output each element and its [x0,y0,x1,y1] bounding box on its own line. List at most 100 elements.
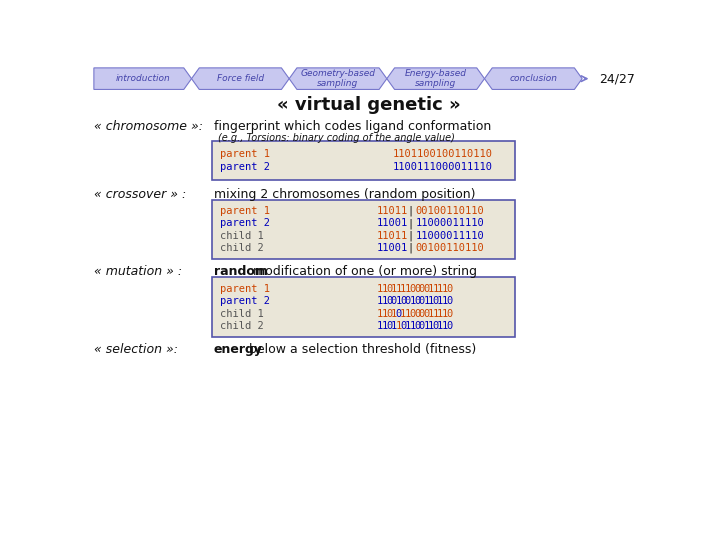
Text: 0: 0 [423,284,430,294]
Text: 24/27: 24/27 [599,72,635,85]
Text: 0: 0 [418,296,425,306]
Text: 1: 1 [382,296,387,306]
Text: below a selection threshold (fitness): below a selection threshold (fitness) [245,343,476,356]
Polygon shape [485,68,582,90]
Text: 00100110110: 00100110110 [415,243,485,253]
Text: Energy-based
sampling: Energy-based sampling [405,69,467,89]
Text: 0: 0 [446,296,453,306]
FancyBboxPatch shape [212,278,516,336]
Text: parent 1: parent 1 [220,149,270,159]
Text: 1: 1 [409,321,415,331]
Text: 0: 0 [386,284,392,294]
Text: parent 2: parent 2 [220,162,270,172]
Polygon shape [289,68,387,90]
Text: 1: 1 [382,308,387,319]
Text: |: | [408,206,414,217]
Text: 1: 1 [423,296,430,306]
Text: « virtual genetic »: « virtual genetic » [277,96,461,114]
Text: 0: 0 [418,308,425,319]
Text: 1: 1 [405,321,411,331]
Text: 1: 1 [437,296,444,306]
Text: 1101100100110110: 1101100100110110 [392,149,492,159]
Text: 1: 1 [433,284,438,294]
Text: « chromosome »:: « chromosome »: [94,120,203,133]
Text: 1: 1 [395,296,402,306]
Text: 11001: 11001 [377,243,408,253]
Text: 0: 0 [423,308,430,319]
Text: (e.g., Torsions: binary coding of the angle value): (e.g., Torsions: binary coding of the an… [218,133,455,143]
Text: parent 1: parent 1 [220,206,270,216]
Text: 0: 0 [433,296,438,306]
Text: 11001: 11001 [377,218,408,228]
Text: 1: 1 [442,296,448,306]
Text: 0: 0 [446,284,453,294]
Text: 1: 1 [400,308,406,319]
Text: 0: 0 [386,296,392,306]
Text: 1: 1 [377,284,383,294]
Text: 0: 0 [418,284,425,294]
Text: 1: 1 [437,321,444,331]
Text: child 2: child 2 [220,321,264,331]
Text: |: | [408,218,414,228]
Text: 0: 0 [400,296,406,306]
Text: |: | [408,243,414,253]
Text: 1: 1 [433,308,438,319]
Text: 1: 1 [395,284,402,294]
Text: 1: 1 [391,321,397,331]
Text: child 1: child 1 [220,308,264,319]
Text: 0: 0 [405,296,411,306]
Text: 1: 1 [442,308,448,319]
Text: 1: 1 [405,308,411,319]
Text: 0: 0 [386,308,392,319]
Text: 1: 1 [391,284,397,294]
Text: 1: 1 [377,308,383,319]
Text: 0: 0 [409,308,415,319]
Text: 1: 1 [428,296,434,306]
Text: « selection »:: « selection »: [94,343,178,356]
Text: 1: 1 [437,308,444,319]
FancyBboxPatch shape [212,141,516,179]
Text: 11011: 11011 [377,231,408,241]
Polygon shape [387,68,485,90]
Text: 00100110110: 00100110110 [415,206,485,216]
Text: child 1: child 1 [220,231,264,241]
Text: 1: 1 [377,296,383,306]
Text: 0: 0 [391,296,397,306]
Text: 0: 0 [446,308,453,319]
Text: 0: 0 [446,321,453,331]
Text: 1: 1 [409,296,415,306]
Text: energy: energy [214,343,263,356]
Text: random: random [214,266,268,279]
Text: 0: 0 [386,321,392,331]
Text: 0: 0 [414,308,420,319]
Text: 1: 1 [428,284,434,294]
Text: conclusion: conclusion [509,74,557,83]
Text: parent 2: parent 2 [220,296,270,306]
Text: 1: 1 [391,308,397,319]
Text: 11000011110: 11000011110 [415,231,485,241]
Text: 1: 1 [442,284,448,294]
Text: modification of one (or more) string: modification of one (or more) string [249,266,477,279]
Text: 0: 0 [400,321,406,331]
Text: Force field: Force field [217,74,264,83]
Text: |: | [408,231,414,241]
Text: 1: 1 [395,321,402,331]
Text: 0: 0 [395,308,402,319]
Text: 1: 1 [377,321,383,331]
Text: 0: 0 [433,321,438,331]
Polygon shape [192,68,289,90]
Text: Geometry-based
sampling: Geometry-based sampling [300,69,376,89]
Text: 1: 1 [428,321,434,331]
Text: 1: 1 [423,321,430,331]
Text: 11011: 11011 [377,206,408,216]
Text: 1: 1 [428,308,434,319]
Text: 1: 1 [442,321,448,331]
Text: 0: 0 [414,284,420,294]
FancyBboxPatch shape [212,200,516,259]
Text: fingerprint which codes ligand conformation: fingerprint which codes ligand conformat… [214,120,491,133]
Polygon shape [94,68,192,90]
Text: mixing 2 chromosomes (random position): mixing 2 chromosomes (random position) [214,188,475,201]
Text: « mutation » :: « mutation » : [94,266,182,279]
Text: child 2: child 2 [220,243,264,253]
Text: « crossover » :: « crossover » : [94,188,186,201]
